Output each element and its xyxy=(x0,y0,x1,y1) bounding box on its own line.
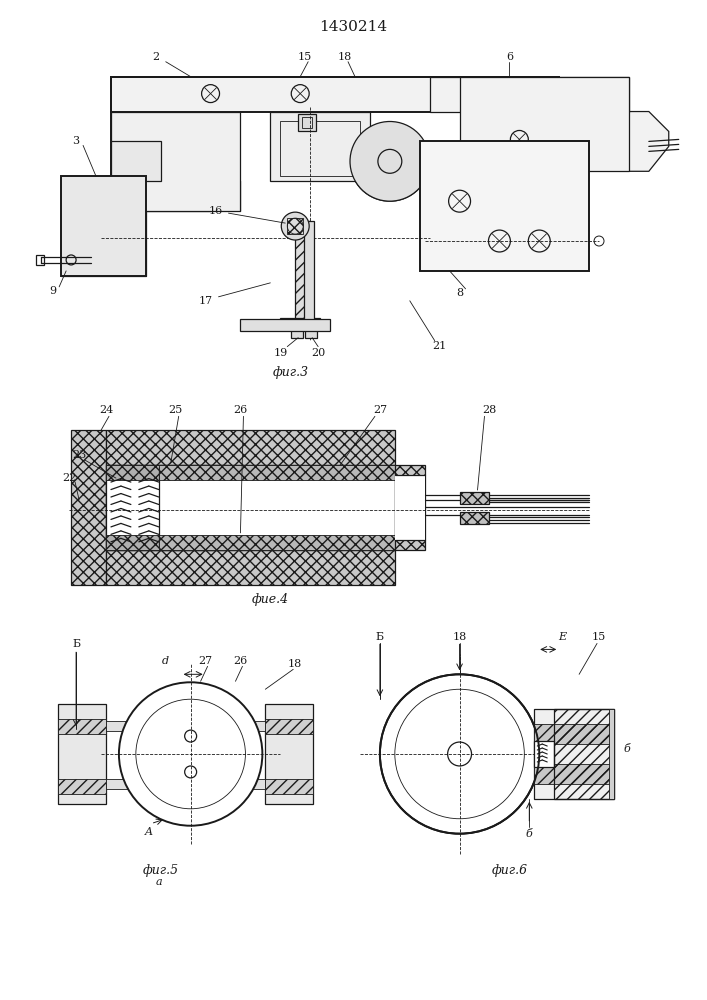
Text: Б: Б xyxy=(72,639,80,649)
Polygon shape xyxy=(559,112,669,171)
Bar xyxy=(106,465,226,550)
Bar xyxy=(534,724,614,744)
Bar xyxy=(460,77,629,171)
Bar xyxy=(159,535,395,550)
Bar xyxy=(304,221,314,321)
Polygon shape xyxy=(165,480,350,512)
Bar xyxy=(58,704,106,804)
Bar xyxy=(609,709,614,799)
Bar xyxy=(111,77,559,112)
Polygon shape xyxy=(165,505,350,538)
Text: 16: 16 xyxy=(209,206,223,216)
Bar xyxy=(270,112,370,181)
Bar xyxy=(298,114,316,131)
Bar xyxy=(302,117,312,128)
Text: 8: 8 xyxy=(456,288,463,298)
Polygon shape xyxy=(61,176,146,276)
Text: фиг.5: фиг.5 xyxy=(143,864,179,877)
Text: 25: 25 xyxy=(168,405,183,415)
Text: 21: 21 xyxy=(433,341,447,351)
Bar xyxy=(534,709,614,799)
Bar xyxy=(395,465,425,550)
Bar xyxy=(159,465,395,480)
Bar xyxy=(265,704,313,804)
Bar xyxy=(106,535,226,550)
Text: 20: 20 xyxy=(311,348,325,358)
Circle shape xyxy=(350,121,430,201)
Text: 6: 6 xyxy=(506,52,513,62)
Text: 2: 2 xyxy=(152,52,159,62)
Bar xyxy=(111,112,211,211)
Circle shape xyxy=(281,212,309,240)
Bar xyxy=(554,709,614,799)
Bar xyxy=(395,475,425,540)
Text: 27: 27 xyxy=(199,656,213,666)
Bar xyxy=(111,141,160,181)
Text: 18: 18 xyxy=(452,632,467,642)
Bar xyxy=(296,221,310,321)
Polygon shape xyxy=(460,683,539,825)
Bar xyxy=(534,764,614,784)
Text: фиг.6: фиг.6 xyxy=(491,864,527,877)
Bar xyxy=(420,141,589,271)
Circle shape xyxy=(448,742,472,766)
Text: фиг.3: фиг.3 xyxy=(272,366,308,379)
Text: 9: 9 xyxy=(49,286,57,296)
Bar xyxy=(291,328,303,338)
Text: 26: 26 xyxy=(233,656,247,666)
Text: 27: 27 xyxy=(373,405,387,415)
Bar xyxy=(58,779,106,794)
Bar xyxy=(265,779,313,794)
Bar xyxy=(111,112,240,211)
Text: 15: 15 xyxy=(592,632,606,642)
Text: Б: Б xyxy=(376,632,384,642)
Text: E: E xyxy=(558,632,566,642)
Bar xyxy=(430,77,629,112)
Bar xyxy=(159,467,395,548)
Text: 18: 18 xyxy=(338,52,352,62)
Text: 3: 3 xyxy=(73,136,80,146)
Text: 22: 22 xyxy=(62,473,76,483)
Text: 23: 23 xyxy=(72,450,86,460)
Bar xyxy=(280,121,360,176)
Circle shape xyxy=(119,682,262,826)
Bar xyxy=(106,550,395,585)
Text: 17: 17 xyxy=(199,296,213,306)
Bar xyxy=(106,721,265,731)
Bar xyxy=(71,430,106,585)
Bar xyxy=(106,779,265,789)
Text: фие.4: фие.4 xyxy=(252,593,289,606)
Text: 1430214: 1430214 xyxy=(319,20,387,34)
Text: б: б xyxy=(624,744,631,754)
Text: 18: 18 xyxy=(288,659,303,669)
Text: 15: 15 xyxy=(298,52,312,62)
Bar xyxy=(534,741,554,767)
Circle shape xyxy=(380,674,539,834)
Bar xyxy=(265,719,313,734)
Bar xyxy=(36,255,45,265)
Bar xyxy=(61,176,146,276)
Bar xyxy=(280,318,320,326)
Bar xyxy=(460,492,489,504)
Text: 26: 26 xyxy=(233,405,247,415)
Bar xyxy=(460,512,489,524)
Bar xyxy=(106,430,395,465)
Bar xyxy=(287,218,303,234)
Text: A: A xyxy=(145,827,153,837)
Bar xyxy=(106,465,226,480)
Text: 28: 28 xyxy=(482,405,496,415)
Bar xyxy=(305,328,317,338)
Text: б: б xyxy=(526,829,532,839)
Text: a: a xyxy=(156,877,162,887)
Bar xyxy=(240,319,330,331)
Bar xyxy=(106,465,395,550)
Text: d: d xyxy=(162,656,169,666)
Bar xyxy=(58,719,106,734)
Text: 19: 19 xyxy=(273,348,288,358)
Text: 24: 24 xyxy=(99,405,113,415)
